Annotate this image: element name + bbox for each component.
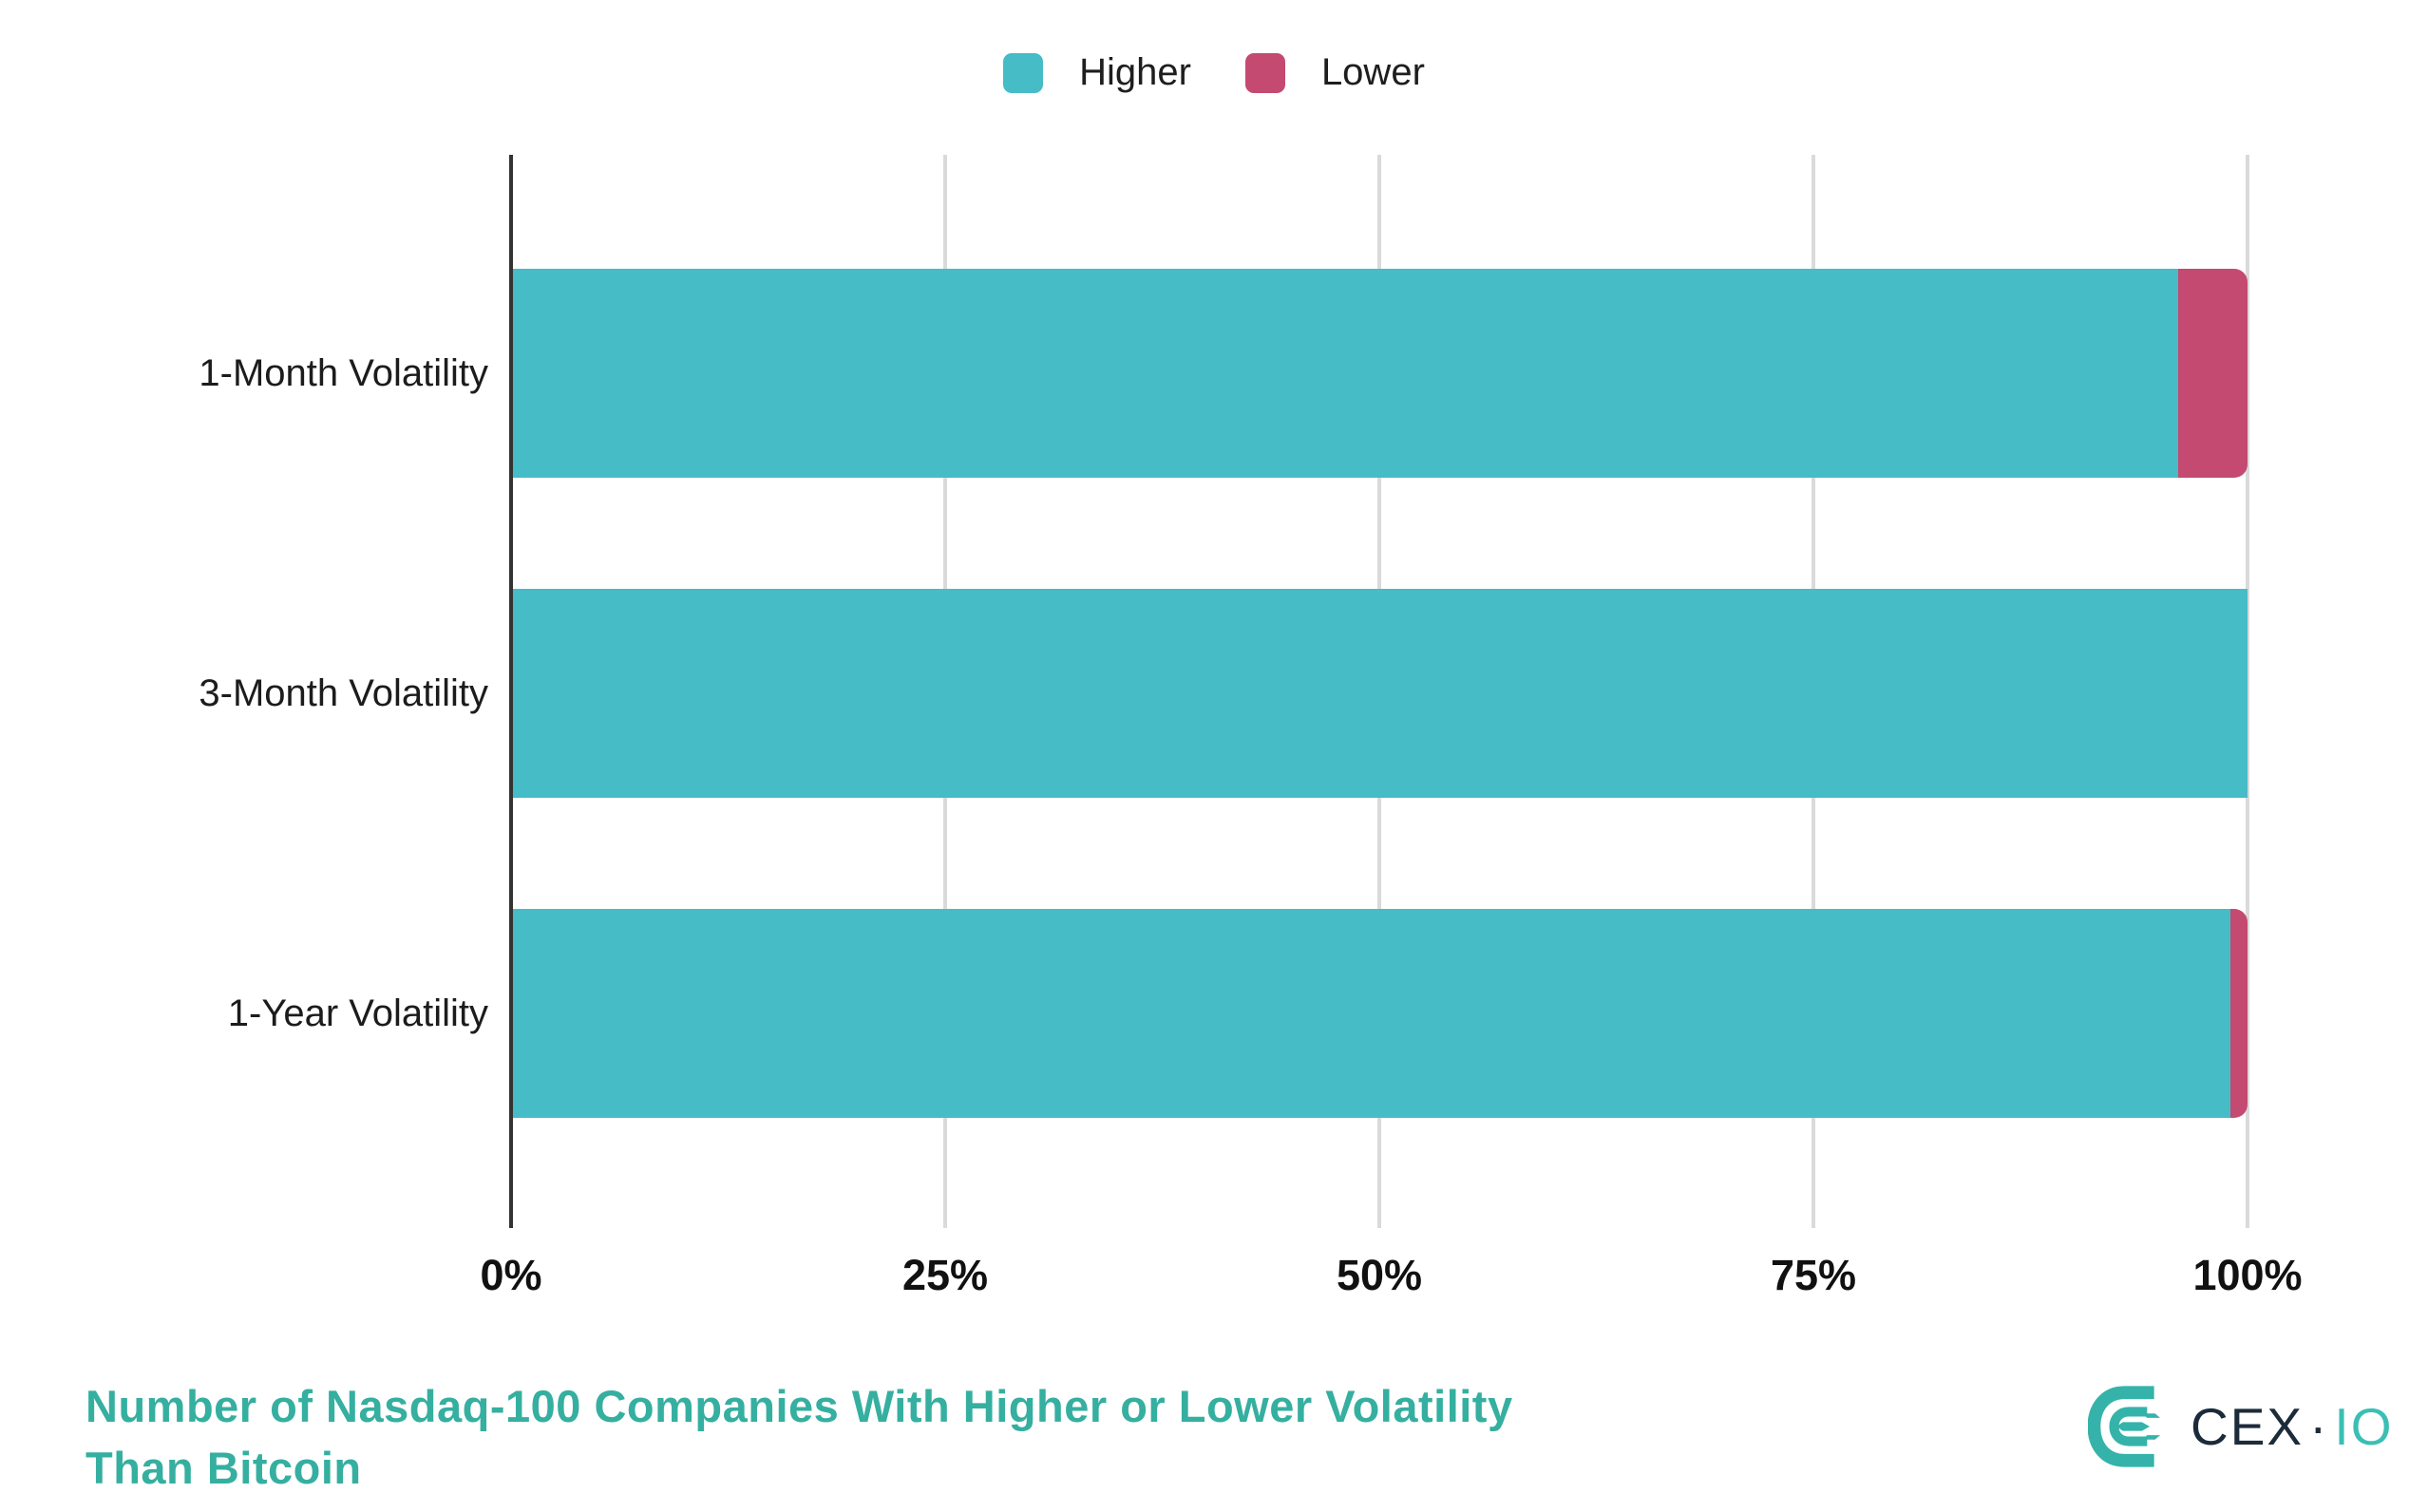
- gridline-100: [2246, 155, 2249, 1228]
- x-axis-tick-labels: 0% 25% 50% 75% 100%: [480, 1251, 2302, 1308]
- legend-item-lower[interactable]: Lower: [1244, 51, 1425, 94]
- plot-area: 0% 25% 50% 75% 100%: [480, 155, 2303, 1299]
- category-label: 1-Year Volatility: [227, 992, 488, 1034]
- bar-row-1-month-volatility: [511, 269, 2248, 478]
- x-axis-label-100: 100%: [2192, 1251, 2303, 1299]
- legend-item-higher[interactable]: Higher: [1003, 51, 1191, 94]
- legend-label-higher: Higher: [1079, 51, 1191, 93]
- y-axis-category-labels: 1-Month Volatility 3-Month Volatility 1-Ye…: [0, 155, 511, 1228]
- category-label: 3-Month Volatility: [199, 671, 488, 714]
- cexio-logo-text: CEX · IO: [2191, 1396, 2393, 1457]
- bar-segment-higher: [511, 909, 2230, 1118]
- cexio-logo: CEX · IO: [2088, 1385, 2393, 1468]
- bar-segment-higher: [511, 589, 2248, 798]
- bar-row-3-month-volatility: [511, 589, 2248, 798]
- legend-swatch-higher: [1003, 52, 1044, 93]
- x-axis-label-50: 50%: [1336, 1251, 1423, 1299]
- x-axis-label-25: 25%: [901, 1251, 989, 1299]
- logo-text-io: IO: [2334, 1397, 2394, 1456]
- category-label: 1-Month Volatility: [199, 351, 488, 394]
- bar-segment-higher: [511, 269, 2178, 478]
- chart-title-line1: Number of Nasdaq-100 Companies With High…: [85, 1381, 1513, 1431]
- bars-layer: [511, 155, 2248, 1228]
- bar-segment-lower: [2177, 269, 2248, 478]
- x-axis-label-0: 0%: [480, 1251, 542, 1299]
- legend-label-lower: Lower: [1320, 51, 1425, 93]
- bar-segment-lower: [2229, 909, 2248, 1118]
- plot-region: 1-Month Volatility 3-Month Volatility 1-Ye…: [0, 155, 2428, 1299]
- chart-title-line2: Than Bitcoin: [85, 1443, 362, 1493]
- y-axis-line: [509, 155, 513, 1228]
- chart-title: Number of Nasdaq-100 Companies With High…: [85, 1375, 1513, 1499]
- logo-separator-dot: ·: [2309, 1397, 2329, 1456]
- legend-swatch-lower: [1244, 52, 1285, 93]
- x-axis-label-75: 75%: [1770, 1251, 1857, 1299]
- bar-row-1-year-volatility: [511, 909, 2248, 1118]
- cexio-logo-icon: [2088, 1386, 2161, 1467]
- legend: Higher Lower: [0, 51, 2428, 94]
- logo-text-cex: CEX: [2191, 1397, 2305, 1456]
